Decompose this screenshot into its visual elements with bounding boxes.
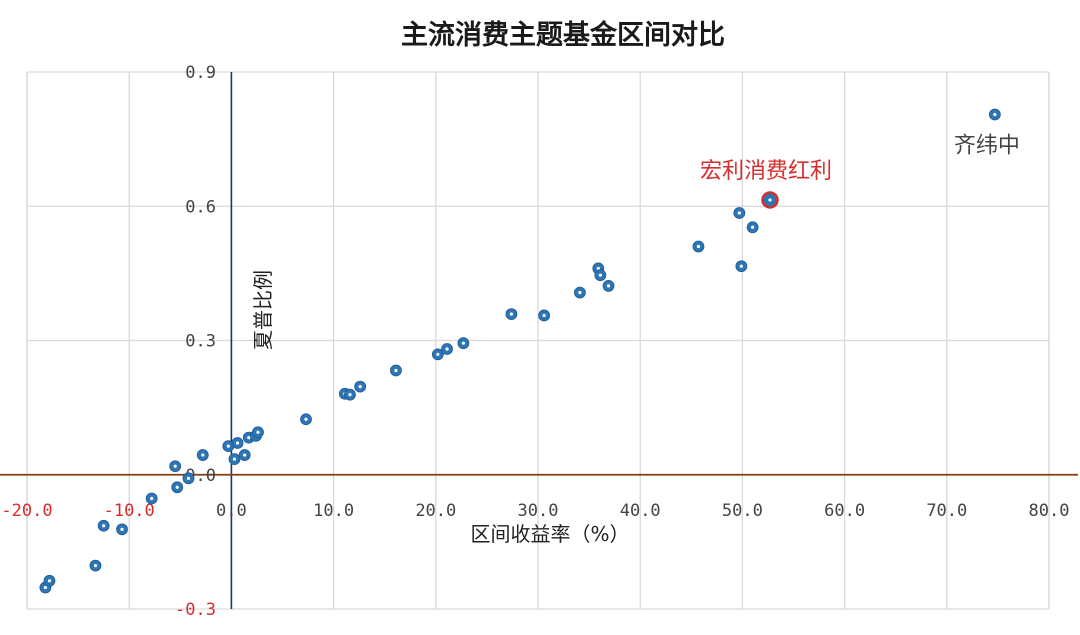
x-tick-label: 60.0 [824,501,865,521]
data-point-center [993,112,997,117]
x-tick-label: 80.0 [1029,501,1070,521]
y-tick-label: -0.3 [175,600,216,620]
axis-layer [0,72,1078,609]
data-point-center [232,457,237,461]
highlight-point-center [768,198,772,202]
x-tick-label: -20.0 [1,501,52,521]
data-point-center [243,453,247,457]
x-axis-title: 区间收益率（%） [470,522,629,546]
data-point-center [598,273,602,277]
x-tick-label: 10.0 [313,501,354,521]
data-point-center [304,417,308,421]
data-point-center [186,476,191,480]
data-point-center [120,527,124,531]
y-axis-title: 夏普比例 [251,270,275,350]
data-point-center [226,444,230,448]
data-point-center [737,211,741,215]
data-point-center [201,453,205,457]
x-tick-label: -10.0 [104,501,155,521]
x-tick-label: 50.0 [722,501,763,521]
highlight-label: 宏利消费红利 [700,159,832,184]
data-point-center [47,579,52,583]
data-point-center [578,291,582,295]
x-tick-label: 20.0 [415,501,456,521]
chart-title: 主流消费主题基金区间对比 [401,19,725,51]
data-point-center [606,284,611,288]
grid-layer [26,71,1050,610]
y-tick-label: 0.9 [185,63,216,83]
x-tick-label: 40.0 [620,501,661,521]
data-point-center [93,563,98,568]
data-point-center [696,244,701,249]
data-points [39,108,1001,594]
y-tick-label: 0.3 [185,332,216,352]
x-tick-label: 0.0 [216,501,247,521]
x-tick-label: 30.0 [518,501,559,521]
data-point-center [102,524,106,528]
data-point-center [751,225,755,229]
data-point-center [394,368,398,373]
data-point-center [348,393,352,397]
annotations: 宏利消费红利 齐纬中 [700,134,1020,184]
data-point-center [43,585,47,590]
data-point-center [542,313,546,318]
data-point-center [739,264,743,268]
tick-labels: -20.0 -10.0 0.0 10.0 20.0 30.0 40.0 50.0 60.0 70.… [1,63,1069,620]
data-point-center [150,496,154,501]
data-point-center [445,347,449,351]
data-point-center [596,266,600,271]
data-point-center [461,341,465,345]
point-label: 齐纬中 [954,134,1020,159]
x-tick-label: 70.0 [926,501,967,521]
data-point-center [256,430,260,434]
data-point-center [175,485,179,489]
data-point-center [173,464,177,468]
y-tick-label: 0.6 [185,197,216,217]
data-point-center [247,436,251,440]
data-point-center [358,384,362,389]
data-point-center [436,352,440,356]
data-point-center [509,312,514,316]
data-point-center [235,441,240,445]
